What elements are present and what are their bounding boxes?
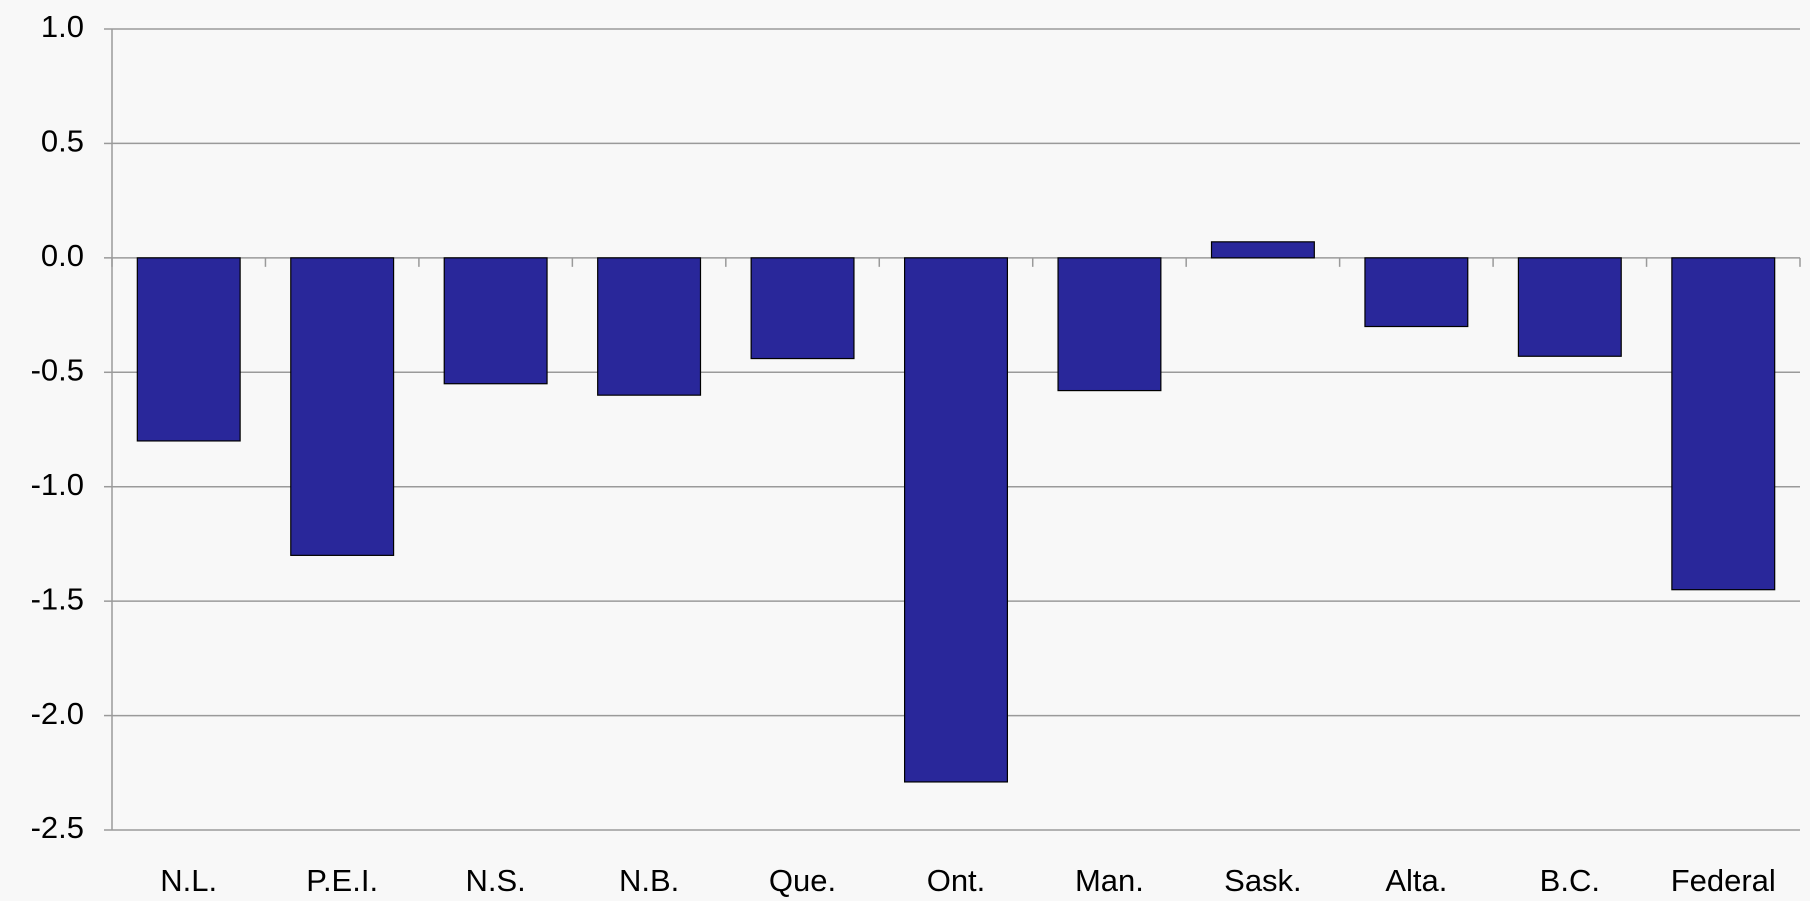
- y-tick-label: -2.0: [31, 696, 84, 731]
- y-tick-label: 1.0: [41, 9, 84, 44]
- bar: [1057, 257, 1162, 392]
- bar: [136, 257, 241, 442]
- bar: [443, 257, 548, 385]
- bar: [750, 257, 855, 360]
- x-tick-label: Alta.: [1385, 863, 1447, 898]
- x-tick-label: Federal: [1671, 863, 1776, 898]
- x-tick-label: N.B.: [619, 863, 679, 898]
- y-tick-label: 0.5: [41, 124, 84, 159]
- x-tick-label: Man.: [1075, 863, 1144, 898]
- bar: [1517, 257, 1622, 357]
- y-tick-label: -1.5: [31, 581, 84, 616]
- y-tick-label: -1.0: [31, 467, 84, 502]
- bar: [903, 257, 1009, 783]
- x-tick-label: N.S.: [465, 863, 525, 898]
- x-tick-label: Que.: [769, 863, 836, 898]
- y-tick-label: -2.5: [31, 810, 84, 845]
- bar: [290, 257, 395, 556]
- x-tick-label: N.L.: [160, 863, 217, 898]
- bar: [1364, 257, 1469, 328]
- bar: [1671, 257, 1776, 591]
- x-tick-label: Ont.: [927, 863, 986, 898]
- y-tick-label: -0.5: [31, 352, 84, 387]
- y-tick-label: 0.0: [41, 238, 84, 273]
- x-tick-label: B.C.: [1540, 863, 1600, 898]
- x-tick-label: Sask.: [1224, 863, 1302, 898]
- bar: [1210, 241, 1315, 259]
- bar: [597, 257, 702, 396]
- x-tick-label: P.E.I.: [306, 863, 378, 898]
